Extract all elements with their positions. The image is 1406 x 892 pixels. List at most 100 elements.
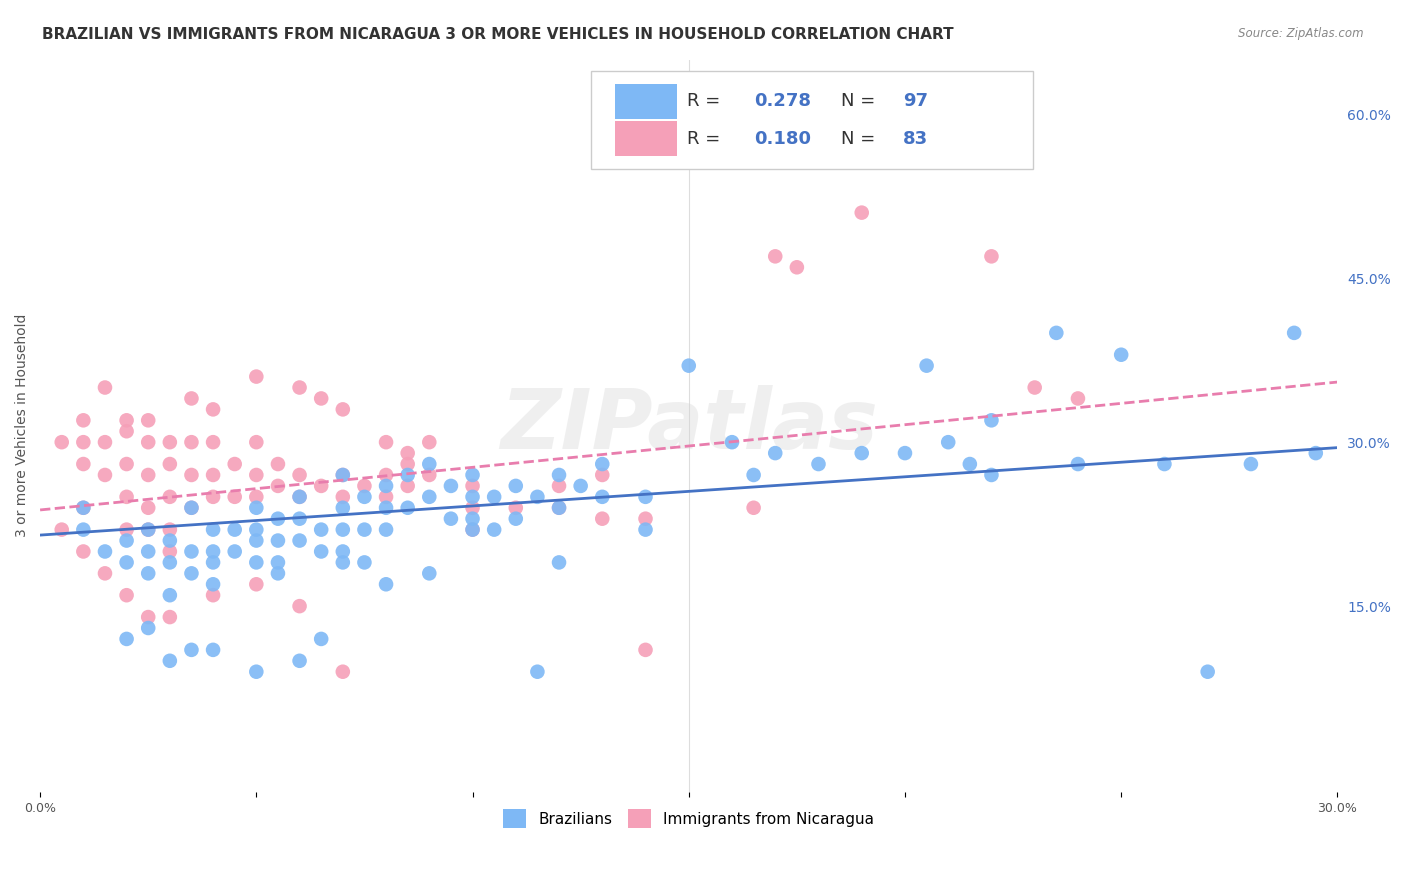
Text: 83: 83 [903, 129, 928, 147]
Point [1240, 457, 1263, 471]
Point [461, 511, 484, 525]
Point [1282, 326, 1305, 340]
Point [959, 457, 981, 471]
Point [159, 523, 181, 537]
Point [267, 511, 290, 525]
Point [375, 490, 398, 504]
Point [461, 479, 484, 493]
Point [309, 632, 332, 646]
Point [807, 457, 830, 471]
Text: BRAZILIAN VS IMMIGRANTS FROM NICARAGUA 3 OR MORE VEHICLES IN HOUSEHOLD CORRELATI: BRAZILIAN VS IMMIGRANTS FROM NICARAGUA 3… [42, 27, 953, 42]
Point [136, 413, 159, 427]
Point [418, 457, 440, 471]
Point [288, 490, 311, 504]
Point [72, 500, 94, 515]
Point [332, 523, 354, 537]
Point [94, 380, 117, 394]
Point [115, 588, 138, 602]
Point [245, 369, 267, 384]
Point [332, 556, 354, 570]
Point [245, 435, 267, 450]
Point [159, 544, 181, 558]
Text: Source: ZipAtlas.com: Source: ZipAtlas.com [1239, 27, 1364, 40]
Point [591, 457, 613, 471]
Point [245, 556, 267, 570]
Point [375, 435, 398, 450]
Point [180, 467, 202, 482]
Point [548, 500, 571, 515]
Point [180, 566, 202, 581]
Point [591, 511, 613, 525]
Point [309, 544, 332, 558]
Point [245, 523, 267, 537]
Point [309, 479, 332, 493]
Point [440, 511, 463, 525]
Point [461, 523, 484, 537]
Point [309, 392, 332, 406]
Point [159, 490, 181, 504]
Point [505, 511, 527, 525]
Text: 0.278: 0.278 [754, 93, 811, 111]
Point [1153, 457, 1175, 471]
Point [159, 588, 181, 602]
Point [634, 523, 657, 537]
Point [224, 544, 246, 558]
Text: ZIPatlas: ZIPatlas [499, 385, 877, 467]
Text: 0.180: 0.180 [754, 129, 811, 147]
Point [202, 490, 225, 504]
Point [245, 467, 267, 482]
Text: 97: 97 [903, 93, 928, 111]
Point [115, 556, 138, 570]
Point [159, 533, 181, 548]
Point [202, 544, 225, 558]
Point [678, 359, 700, 373]
Point [418, 467, 440, 482]
Point [267, 457, 290, 471]
Point [180, 544, 202, 558]
Point [461, 523, 484, 537]
Point [332, 402, 354, 417]
Point [159, 556, 181, 570]
Point [267, 556, 290, 570]
Point [159, 654, 181, 668]
Point [180, 500, 202, 515]
Point [526, 490, 548, 504]
Point [1067, 392, 1090, 406]
Point [245, 500, 267, 515]
Point [375, 467, 398, 482]
Point [288, 599, 311, 614]
Point [396, 500, 419, 515]
Point [202, 588, 225, 602]
Point [980, 467, 1002, 482]
Y-axis label: 3 or more Vehicles in Household: 3 or more Vehicles in Household [15, 314, 30, 538]
Point [980, 413, 1002, 427]
Point [591, 467, 613, 482]
Point [51, 523, 73, 537]
Point [224, 523, 246, 537]
Point [72, 413, 94, 427]
Point [288, 380, 311, 394]
Point [742, 467, 765, 482]
Point [136, 500, 159, 515]
Point [245, 665, 267, 679]
Point [915, 359, 938, 373]
Point [180, 435, 202, 450]
Point [375, 500, 398, 515]
Point [375, 577, 398, 591]
Point [548, 467, 571, 482]
Point [418, 566, 440, 581]
Point [288, 533, 311, 548]
Point [721, 435, 744, 450]
Point [763, 249, 786, 263]
Point [180, 643, 202, 657]
Point [136, 544, 159, 558]
Point [461, 490, 484, 504]
Point [202, 467, 225, 482]
Point [94, 467, 117, 482]
Point [569, 479, 592, 493]
Point [1067, 457, 1090, 471]
Point [482, 523, 505, 537]
Point [461, 500, 484, 515]
Point [136, 523, 159, 537]
Point [245, 533, 267, 548]
